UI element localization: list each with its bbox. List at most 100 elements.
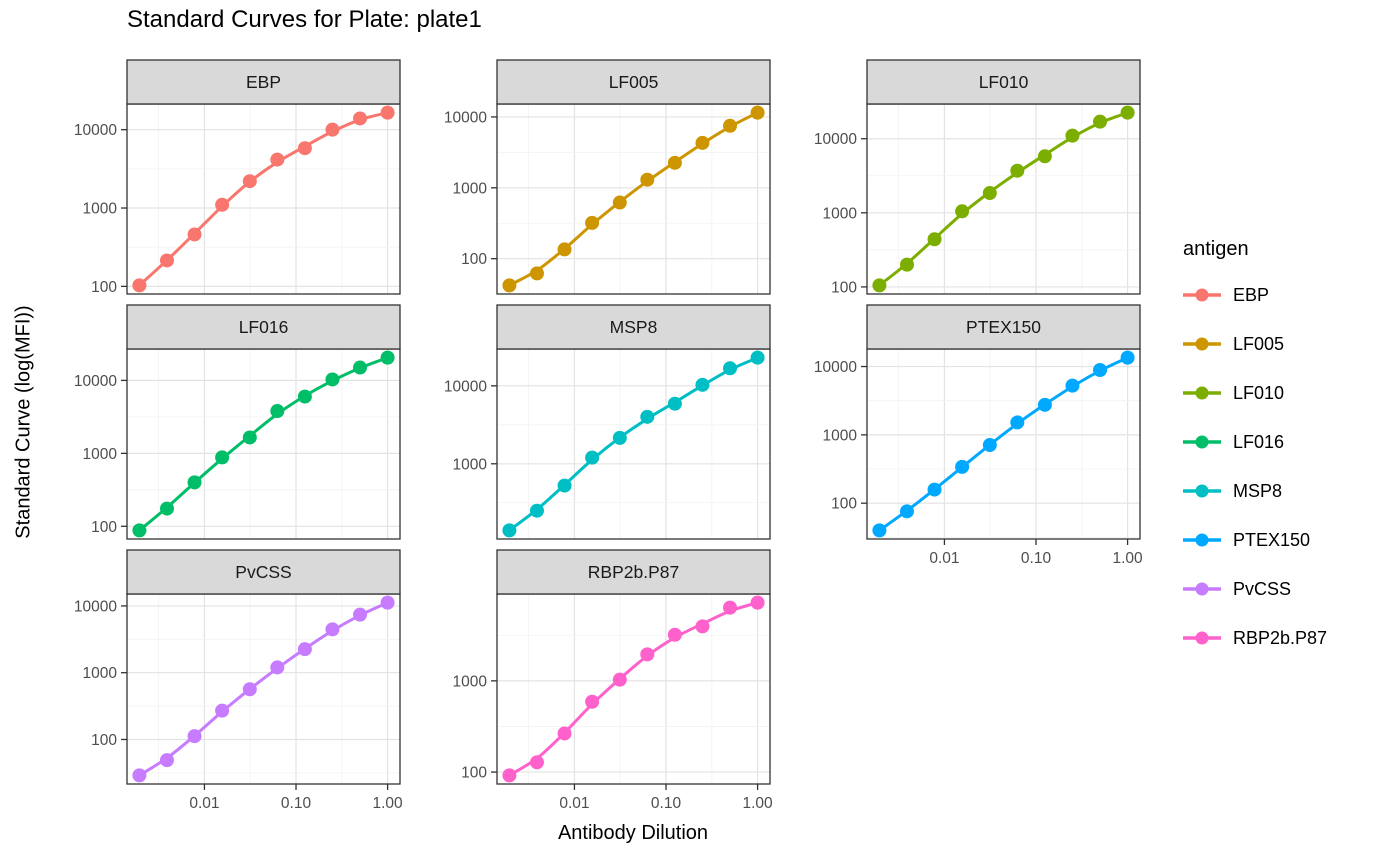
data-point	[899, 504, 914, 519]
data-point	[1037, 397, 1052, 412]
data-point	[612, 195, 627, 210]
trend-line-PvCSS	[138, 601, 389, 777]
legend-key-icon	[1183, 582, 1221, 596]
data-point	[270, 660, 285, 675]
y-tick-label: 1000	[453, 456, 488, 473]
y-tick-label: 10000	[444, 378, 487, 395]
facet-strip-label: PvCSS	[235, 562, 291, 582]
x-tick-label: 1.00	[373, 795, 404, 812]
facet-strip	[126, 304, 401, 350]
y-tick-label: 100	[91, 519, 117, 536]
facet-strip	[496, 59, 771, 105]
legend-key-icon	[1183, 288, 1221, 302]
y-tick-label: 1000	[453, 180, 488, 197]
data-point	[353, 111, 368, 126]
x-tick-label: 0.01	[189, 795, 219, 812]
facet-strip	[496, 549, 771, 595]
data-point	[667, 155, 682, 170]
legend-item-label: RBP2b.P87	[1233, 627, 1328, 648]
data-point	[325, 372, 340, 387]
legend-item-MSP8: MSP8	[1183, 477, 1327, 505]
data-point	[982, 186, 997, 201]
data-point	[872, 523, 887, 538]
x-tick-label: 1.00	[1113, 550, 1144, 567]
y-tick-label: 10000	[74, 122, 117, 139]
y-tick-label: 1000	[823, 205, 858, 222]
x-tick-label: 0.10	[1021, 550, 1052, 567]
x-axis-label: Antibody Dilution	[557, 822, 709, 844]
y-tick-label: 1000	[83, 446, 118, 463]
data-point	[640, 172, 655, 187]
y-tick-label: 10000	[814, 131, 857, 148]
trend-line-LF016	[138, 356, 389, 532]
trend-line-PTEX150	[878, 356, 1129, 532]
legend-item-label: LF016	[1233, 431, 1285, 452]
legend-item-label: PvCSS	[1233, 578, 1292, 599]
data-point	[1120, 105, 1135, 120]
data-point	[667, 396, 682, 411]
legend-item-EBP: EBP	[1183, 281, 1327, 309]
data-point	[215, 197, 230, 212]
data-point	[723, 118, 738, 133]
y-tick-label: 10000	[814, 359, 857, 376]
data-point	[215, 703, 230, 718]
data-point	[325, 122, 340, 137]
data-point	[1093, 362, 1108, 377]
facet-strip	[496, 304, 771, 350]
facet-strip	[126, 59, 401, 105]
data-point	[242, 682, 257, 697]
data-point	[353, 607, 368, 622]
facet-panel-EBP: EBP 100 1000 10000	[74, 59, 401, 296]
data-point	[353, 360, 368, 375]
data-point	[667, 627, 682, 642]
facet-strip	[866, 59, 1141, 105]
facet-strip-label: PTEX150	[966, 317, 1041, 337]
data-point	[132, 523, 147, 538]
legend-title: antigen	[1183, 238, 1249, 260]
legend-key-point	[1195, 435, 1209, 449]
trend-line-EBP	[138, 111, 388, 287]
legend-item-label: LF010	[1233, 382, 1285, 403]
legend-item-label: EBP	[1233, 284, 1270, 305]
legend-item-LF016: LF016	[1183, 428, 1327, 456]
facet-panel-LF016: LF016 100 1000 10000	[74, 304, 401, 540]
legend-key-icon	[1183, 386, 1221, 400]
legend-key-point	[1195, 288, 1209, 302]
data-point	[1065, 378, 1080, 393]
data-point	[502, 768, 517, 783]
data-point	[159, 253, 174, 268]
facet-panel-PTEX150: PTEX150 100 1000 10000 0.01 0.10 1.00	[814, 304, 1144, 567]
data-point	[380, 105, 395, 120]
legend-key-point	[1195, 631, 1209, 645]
legend-key-point	[1195, 337, 1209, 351]
data-point	[502, 523, 517, 538]
legend-item-RBP2b.P87: RBP2b.P87	[1183, 624, 1327, 652]
data-point	[187, 729, 202, 744]
x-tick-label: 0.10	[651, 795, 682, 812]
data-point	[982, 438, 997, 453]
legend-key-point	[1195, 582, 1209, 596]
data-point	[585, 215, 600, 230]
legend-item-PTEX150: PTEX150	[1183, 526, 1327, 554]
legend-items: EBP LF005 LF010 LF016 MSP8 PTEX150 PvCSS RBP2b.…	[1183, 281, 1327, 652]
data-point	[1010, 415, 1025, 430]
legend-key-icon	[1183, 435, 1221, 449]
trend-line-RBP2b.P87	[508, 601, 759, 777]
y-tick-label: 1000	[83, 201, 118, 218]
data-point	[899, 257, 914, 272]
data-point	[132, 768, 147, 783]
data-point	[872, 278, 887, 293]
facet-strip-label: MSP8	[610, 317, 658, 337]
y-tick-label: 100	[91, 279, 117, 296]
y-axis-label: Standard Curve (log(MFI))	[12, 305, 35, 539]
data-point	[927, 482, 942, 497]
data-point	[640, 409, 655, 424]
data-point	[723, 600, 738, 615]
data-point	[927, 232, 942, 247]
legend-key-icon	[1183, 631, 1221, 645]
facet-strip-label: LF016	[239, 317, 289, 337]
data-point	[380, 595, 395, 610]
legend-item-PvCSS: PvCSS	[1183, 575, 1327, 603]
